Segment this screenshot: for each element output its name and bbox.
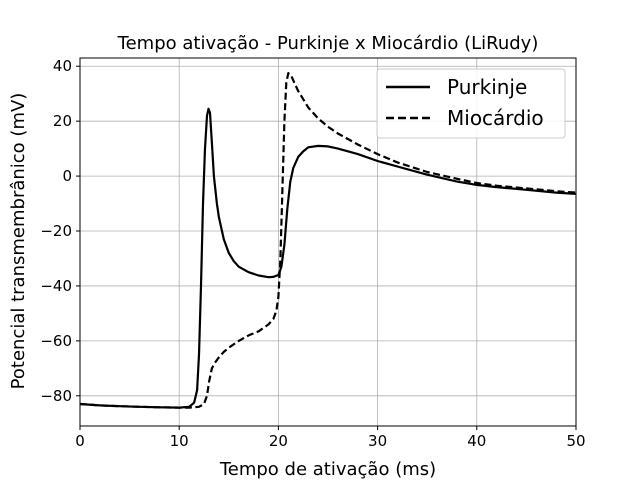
y-tick-label: −20 bbox=[40, 222, 72, 240]
legend-label: Purkinje bbox=[447, 75, 527, 99]
grid-lines bbox=[79, 58, 577, 426]
chart-title: Tempo ativação - Purkinje x Miocárdio (L… bbox=[117, 33, 539, 54]
y-tick-label: −40 bbox=[40, 277, 72, 295]
x-tick-label: 50 bbox=[566, 432, 585, 450]
x-tick-label: 10 bbox=[170, 432, 189, 450]
plot-frame bbox=[79, 57, 577, 427]
x-tick-label: 0 bbox=[75, 432, 85, 450]
x-tick-label: 20 bbox=[269, 432, 288, 450]
series-line-miocárdio bbox=[79, 72, 577, 409]
axis-ticks: 0 10 20 30 40 50 −80 −60 −40 −20 0 20 40 bbox=[40, 57, 585, 450]
y-tick-label: −60 bbox=[40, 332, 72, 350]
series-line-purkinje bbox=[79, 107, 577, 409]
y-tick-label: 0 bbox=[62, 167, 72, 185]
y-tick-label: 20 bbox=[53, 112, 72, 130]
x-tick-label: 40 bbox=[467, 432, 486, 450]
y-tick-label: 40 bbox=[53, 57, 72, 75]
legend: Purkinje Miocárdio bbox=[376, 68, 566, 139]
x-axis-label: Tempo de ativação (ms) bbox=[219, 459, 436, 480]
x-tick-label: 30 bbox=[368, 432, 387, 450]
y-tick-label: −80 bbox=[40, 387, 72, 405]
series-layer bbox=[79, 72, 577, 409]
y-axis-label: Potencial transmembrânico (mV) bbox=[8, 93, 29, 390]
legend-label: Miocárdio bbox=[447, 106, 544, 130]
